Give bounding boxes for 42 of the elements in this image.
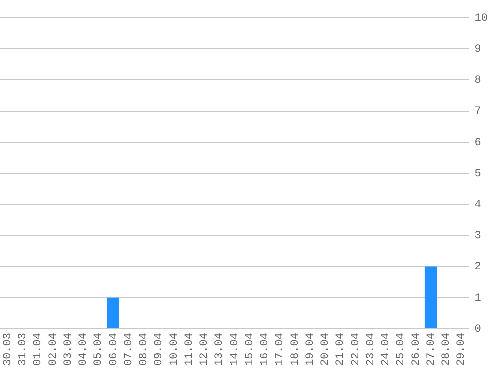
- x-tick-label: 06.04: [108, 332, 120, 366]
- x-tick-label: 14.04: [229, 332, 242, 366]
- x-tick-label: 18.04: [290, 332, 302, 366]
- x-tick-label: 29.04: [456, 332, 468, 366]
- x-tick-label: 02.04: [48, 332, 60, 366]
- x-tick-label: 07.04: [123, 332, 136, 366]
- x-tick-label: 12.04: [199, 332, 212, 366]
- x-tick-label: 28.04: [441, 332, 454, 366]
- x-tick-label: 11.04: [184, 332, 196, 366]
- x-tick-label: 21.04: [335, 332, 348, 366]
- y-tick-label: 9: [474, 44, 482, 56]
- x-tick-label: 31.03: [18, 332, 30, 366]
- y-tick-label: 10: [474, 12, 488, 25]
- x-tick-label: 20.04: [320, 332, 332, 366]
- x-tick-label: 22.04: [350, 332, 362, 366]
- x-tick-label: 16.04: [260, 332, 272, 366]
- x-tick-label: 13.04: [214, 332, 226, 366]
- x-tick-label: 03.04: [62, 332, 75, 366]
- y-tick-label: 2: [474, 262, 482, 274]
- x-tick-label: 24.04: [380, 332, 393, 366]
- x-tick-label: 10.04: [168, 332, 181, 366]
- y-tick-label: 7: [474, 106, 482, 118]
- x-tick-label: 27.04: [426, 332, 438, 366]
- x-tick-label: 08.04: [138, 332, 151, 366]
- x-tick-label: 19.04: [304, 332, 317, 366]
- x-tick-label: 01.04: [32, 332, 45, 366]
- x-tick-label: 09.04: [154, 332, 166, 366]
- x-tick-label: 25.04: [396, 332, 408, 366]
- x-tick-label: 05.04: [93, 332, 106, 366]
- x-tick-label: 23.04: [365, 332, 378, 366]
- y-tick-label: 8: [474, 75, 482, 88]
- x-tick-label: 15.04: [244, 332, 256, 366]
- y-tick-label: 4: [474, 200, 482, 212]
- x-tick-label: 17.04: [274, 332, 287, 366]
- y-tick-label: 6: [474, 137, 482, 150]
- x-tick-label: 04.04: [78, 332, 90, 366]
- x-tick-label: 26.04: [410, 332, 423, 366]
- x-tick-label: 30.03: [2, 332, 14, 366]
- y-tick-label: 3: [474, 230, 482, 243]
- y-tick-label: 0: [474, 324, 482, 336]
- y-tick-label: 5: [474, 168, 482, 180]
- y-tick-label: 1: [474, 292, 482, 305]
